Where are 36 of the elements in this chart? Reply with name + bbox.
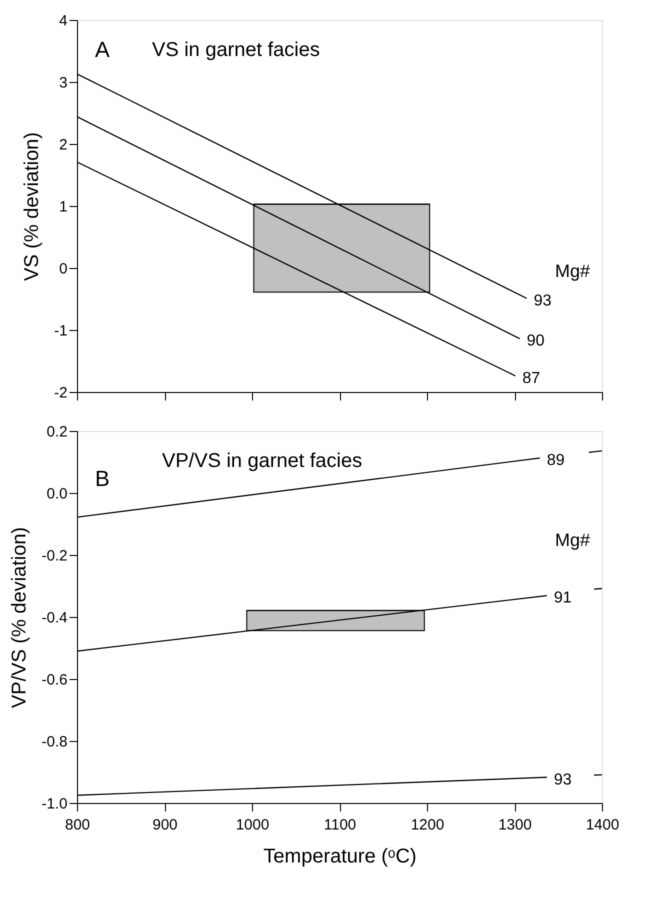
annotation: B — [95, 466, 110, 491]
text: VP/VS in garnet facies — [162, 450, 362, 472]
y-tick-label: 4 — [59, 12, 68, 30]
y-tick-label: 0 — [59, 260, 68, 278]
y-tick-label: -1.0 — [42, 796, 68, 812]
x-tick-label: 800 — [64, 816, 90, 834]
series-label: 93 — [554, 771, 572, 788]
y-axis-title: VP/VS (% deviation) — [8, 526, 31, 708]
series-label: 91 — [554, 590, 572, 607]
series-label: 90 — [526, 332, 545, 350]
series-label: 93 — [534, 292, 552, 310]
y-tick-label: 2 — [59, 136, 68, 154]
y-tick-label: -1 — [54, 322, 68, 340]
y-tick-label: 0.2 — [46, 424, 68, 440]
y-tick-label: -0.4 — [42, 610, 68, 626]
x-tick-label: 1000 — [236, 816, 270, 834]
x-tick-label: 1400 — [586, 816, 620, 834]
annotation: A — [95, 37, 110, 62]
annotation: Mg# — [555, 261, 590, 281]
x-tick-label: 1100 — [324, 816, 356, 834]
x-tick-label: 900 — [152, 816, 178, 834]
y-tick-label: -0.2 — [42, 548, 68, 564]
series-label: 89 — [546, 452, 565, 469]
y-tick-label: 0.0 — [46, 486, 68, 502]
annotation: Mg# — [555, 530, 590, 550]
y-tick-label: -0.6 — [42, 672, 68, 688]
x-axis-title: Temperature (ᵒC) — [263, 846, 417, 868]
text: VS in garnet facies — [152, 39, 320, 61]
x-tick-label: 1300 — [498, 816, 532, 834]
y-tick-label: -2 — [54, 384, 68, 402]
y-axis-title: VS (% deviation) — [21, 132, 44, 281]
y-tick-label: 1 — [59, 198, 68, 216]
series-label: 87 — [522, 370, 540, 387]
x-tick-label: 1200 — [410, 816, 444, 834]
y-tick-label: 3 — [59, 74, 68, 92]
y-tick-label: -0.8 — [42, 734, 68, 750]
